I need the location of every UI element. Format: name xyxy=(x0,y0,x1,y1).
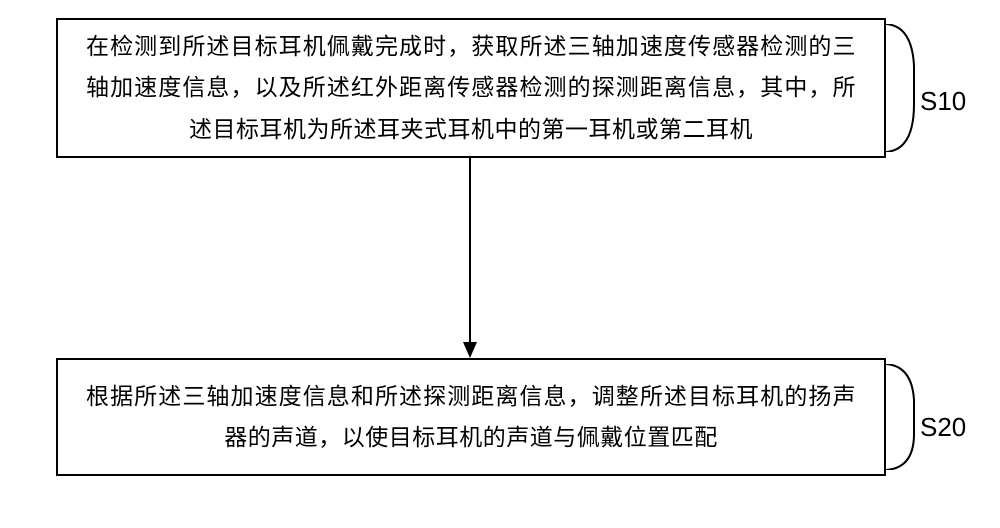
step-s10-box: 在检测到所述目标耳机佩戴完成时，获取所述三轴加速度传感器检测的三轴加速度信息，以… xyxy=(56,18,886,158)
bracket-s20 xyxy=(886,364,920,470)
arrow-s10-s20 xyxy=(460,158,480,358)
step-s20-text: 根据所述三轴加速度信息和所述探测距离信息，调整所述目标耳机的扬声器的声道，以使目… xyxy=(86,376,856,459)
step-s10-label: S10 xyxy=(920,86,966,117)
bracket-s10 xyxy=(886,24,920,152)
step-s10-text: 在检测到所述目标耳机佩戴完成时，获取所述三轴加速度传感器检测的三轴加速度信息，以… xyxy=(86,26,856,150)
step-s20-box: 根据所述三轴加速度信息和所述探测距离信息，调整所述目标耳机的扬声器的声道，以使目… xyxy=(56,358,886,476)
step-s20-label: S20 xyxy=(920,412,966,443)
